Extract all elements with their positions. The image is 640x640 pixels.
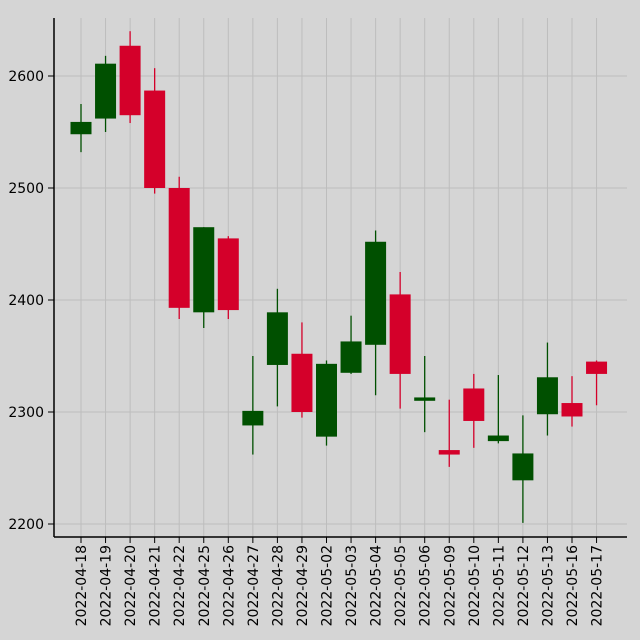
candle-body-up [266, 312, 288, 365]
x-tick-label: 2022-04-25 [197, 545, 213, 626]
y-tick-label: 2300 [8, 405, 44, 421]
candle-body-down [119, 45, 141, 116]
candle-body-up [95, 63, 117, 119]
candle-body-down [561, 403, 583, 417]
candle-body-up [340, 341, 362, 373]
candle-body-down [463, 388, 485, 421]
x-tick-label: 2022-05-16 [565, 545, 581, 626]
candle-body-up [70, 121, 92, 135]
candle-body-down [144, 90, 166, 188]
y-tick-label: 2400 [8, 293, 44, 309]
x-tick-label: 2022-05-03 [344, 545, 360, 626]
tick-labels: 2200 2300 2400 2500 2600 2022-04-18 2022-04-19… [8, 69, 605, 626]
x-tick-label: 2022-04-27 [246, 545, 262, 626]
candle-body-up [365, 241, 387, 345]
x-tick-label: 2022-05-04 [369, 545, 385, 626]
candle-body-up [242, 410, 264, 426]
x-tick-label: 2022-04-29 [295, 545, 311, 626]
y-tick-label: 2600 [8, 69, 44, 85]
x-tick-label: 2022-04-26 [221, 545, 237, 626]
candle-body-up [536, 377, 558, 415]
x-tick-label: 2022-05-05 [393, 545, 409, 626]
x-tick-label: 2022-05-11 [491, 545, 507, 626]
x-tick-label: 2022-05-06 [418, 545, 434, 626]
x-tick-label: 2022-05-13 [540, 545, 556, 626]
y-tick-label: 2500 [8, 181, 44, 197]
candle-body-up [316, 363, 337, 437]
candle-body-up [414, 397, 436, 401]
candle-body-down [586, 361, 608, 374]
axes [48, 18, 627, 543]
x-tick-label: 2022-05-17 [590, 545, 606, 626]
candle-body-up [193, 227, 215, 313]
x-tick-label: 2022-04-28 [270, 545, 286, 626]
x-tick-label: 2022-04-19 [99, 545, 115, 626]
candle-body-down [291, 353, 313, 412]
x-tick-label: 2022-05-02 [320, 545, 336, 626]
y-tick-label: 2200 [8, 517, 44, 533]
candle-body-down [168, 188, 190, 308]
candle-body-up [487, 435, 509, 442]
x-tick-label: 2022-04-22 [172, 545, 188, 626]
x-tick-label: 2022-05-09 [442, 545, 458, 626]
candle-body-down [217, 238, 239, 311]
x-tick-label: 2022-04-20 [123, 545, 139, 626]
candle-body-down [389, 294, 411, 374]
x-tick-label: 2022-05-12 [516, 545, 532, 626]
candle-body-down [438, 450, 460, 455]
x-tick-label: 2022-04-18 [74, 545, 90, 626]
candles [70, 31, 608, 523]
candle-body-up [512, 453, 534, 481]
x-tick-label: 2022-04-21 [148, 545, 164, 626]
x-tick-label: 2022-05-10 [467, 545, 483, 626]
